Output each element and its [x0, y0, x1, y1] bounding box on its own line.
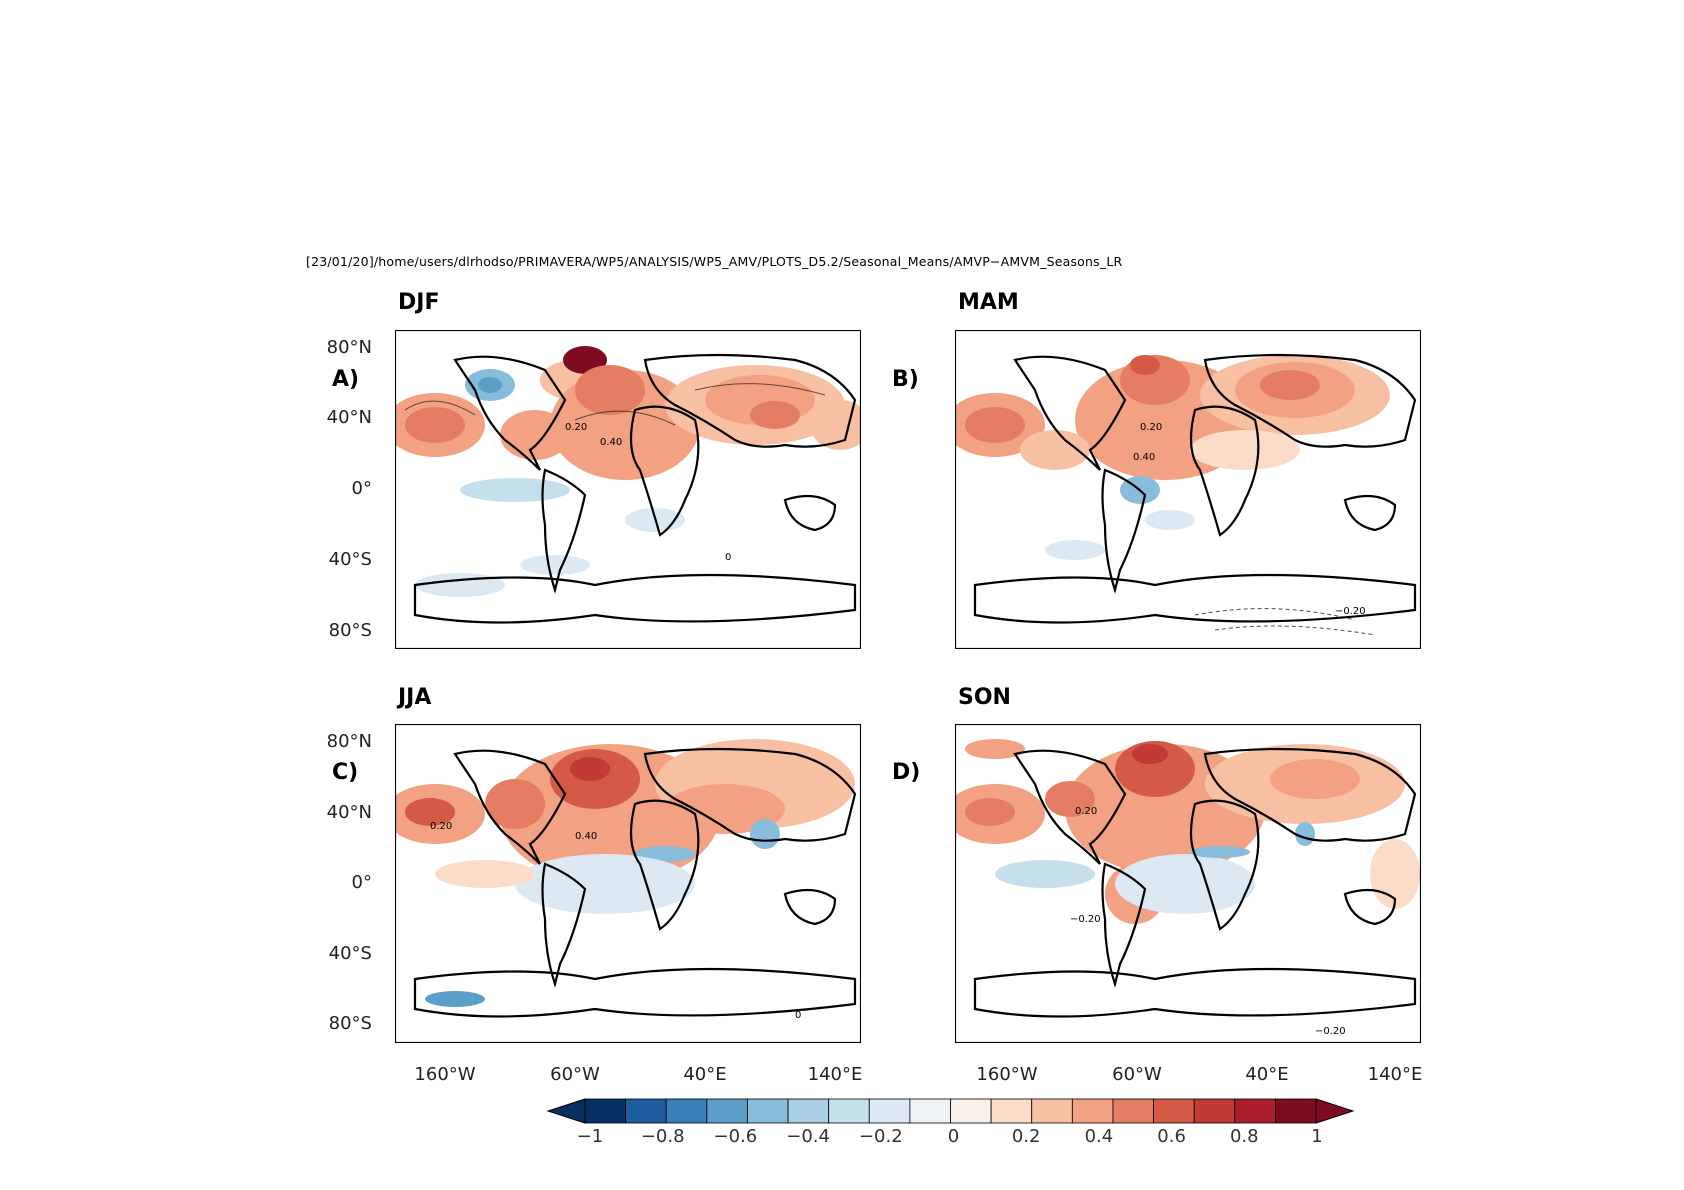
colorbar-tick-label: −0.8 [640, 1126, 685, 1147]
panel-letter-b: B) [892, 367, 919, 392]
panel-title-jja: JJA [398, 685, 432, 710]
contour-label: 0.40 [600, 437, 622, 448]
panel-letter-a: A) [332, 367, 360, 392]
colorbar-swatch [1153, 1098, 1195, 1124]
colorbar-tick-label: 0.2 [1011, 1126, 1041, 1147]
colorbar-tick-label: 1 [1311, 1126, 1323, 1147]
lon-tick-label: 160°W [976, 1064, 1038, 1085]
panel-letter-c: C) [332, 760, 359, 785]
colorbar-swatch [1193, 1098, 1236, 1124]
map-panel-jja: 0.20 0.40 0 [395, 724, 861, 1043]
colorbar-swatch [909, 1098, 951, 1124]
colorbar-tick-label: 0.8 [1229, 1126, 1259, 1147]
contour-label: −0.20 [1315, 1026, 1346, 1037]
contour-label: 0.20 [565, 422, 587, 433]
lat-tick-label: 0° [351, 872, 372, 893]
lat-tick-label: 40°S [328, 549, 372, 570]
colorbar-swatch [1071, 1098, 1114, 1124]
colorbar-swatch [950, 1098, 992, 1124]
lat-tick-label: 80°S [328, 620, 372, 641]
lat-tick-label: 80°N [326, 731, 372, 752]
lat-tick-label: 80°S [328, 1013, 372, 1034]
colorbar-tick-label: 0 [947, 1126, 960, 1147]
lon-tick-label: 140°E [807, 1064, 863, 1085]
contour-label: 0.20 [1075, 806, 1097, 817]
colorbar-tick-label: 0.4 [1084, 1126, 1114, 1147]
colorbar-extend-low [546, 1098, 586, 1124]
panel-letter-d: D) [892, 760, 921, 785]
lon-tick-label: 160°W [414, 1064, 476, 1085]
lon-tick-label: 40°E [683, 1064, 727, 1085]
panel-title-son: SON [958, 685, 1011, 710]
colorbar-tick-label: −1 [576, 1126, 604, 1147]
colorbar-tick-label: −0.4 [786, 1126, 830, 1147]
colorbar-swatch [990, 1098, 1033, 1124]
file-path-caption: [23/01/20]/home/users/dlrhodso/PRIMAVERA… [306, 254, 1123, 269]
colorbar-swatch [747, 1098, 789, 1124]
colorbar-swatch [868, 1098, 911, 1124]
colorbar-swatch [706, 1098, 748, 1124]
contour-label: −0.20 [1070, 914, 1101, 925]
lon-tick-label: 60°W [550, 1064, 600, 1085]
colorbar-tick-label: −0.6 [713, 1126, 758, 1147]
lat-tick-label: 40°S [328, 943, 372, 964]
colorbar-swatch [584, 1098, 627, 1124]
colorbar-swatch [787, 1098, 830, 1124]
lon-tick-label: 140°E [1367, 1064, 1423, 1085]
contour-label: 0.20 [430, 821, 452, 832]
contour-label: 0.40 [575, 831, 597, 842]
colorbar-tick-label: 0.6 [1157, 1126, 1186, 1147]
colorbar-swatch [1031, 1098, 1073, 1124]
contour-label: −0.20 [1335, 606, 1366, 617]
colorbar-swatch [1234, 1098, 1276, 1124]
lat-tick-label: 0° [351, 478, 372, 499]
colorbar-extend-high [1315, 1098, 1355, 1124]
contour-label: 0 [795, 1010, 801, 1021]
colorbar-tick-label: −0.2 [858, 1126, 903, 1147]
colorbar-swatch [1274, 1098, 1317, 1124]
contour-label: 0 [725, 552, 731, 563]
contour-label: 0.40 [1133, 452, 1155, 463]
map-panel-mam: 0.20 0.40 −0.20 [955, 330, 1421, 649]
map-panel-son: −0.20 0.20 −0.20 [955, 724, 1421, 1043]
contour-label: 0.20 [1140, 422, 1162, 433]
lon-tick-label: 60°W [1112, 1064, 1162, 1085]
colorbar-swatch [665, 1098, 708, 1124]
lat-tick-label: 80°N [326, 337, 372, 358]
panel-title-djf: DJF [398, 290, 440, 315]
lat-tick-label: 40°N [326, 407, 372, 428]
lon-tick-label: 40°E [1245, 1064, 1289, 1085]
colorbar-swatch [828, 1098, 870, 1124]
lat-tick-label: 40°N [326, 802, 372, 823]
colorbar-swatch [1112, 1098, 1154, 1124]
map-panel-djf: 0.20 0.40 0 [395, 330, 861, 649]
panel-title-mam: MAM [958, 290, 1019, 315]
colorbar-swatch [625, 1098, 667, 1124]
